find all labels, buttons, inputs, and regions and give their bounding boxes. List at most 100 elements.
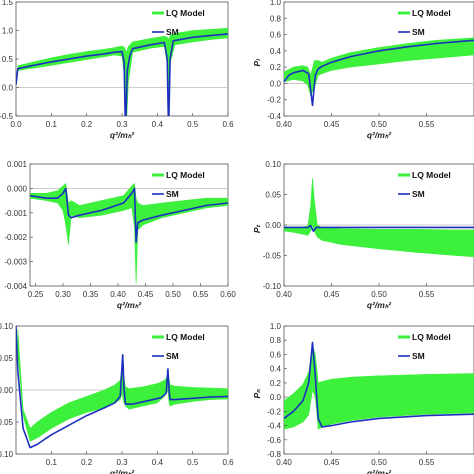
x-tick-label: 0.40 [276,120,292,129]
y-tick-label: 0.2 [270,379,282,388]
y-tick-label: -0.004 [4,282,27,291]
y-tick-label: 0.6 [270,31,282,40]
y-tick-label: -0.05 [0,418,14,427]
y-tick-label: -0.05 [263,252,282,261]
x-tick-label: 0.2 [81,120,93,129]
legend: LQ Model SM [152,332,205,361]
legend-label-sm: SM [166,351,179,361]
x-tick-label: 0.5 [187,120,199,129]
x-tick-label: 0.50 [371,290,387,299]
y-tick-label: -0.8 [267,450,281,459]
x-tick-label: 0.55 [419,120,435,129]
x-axis-label: q²/mₕ² [117,300,142,310]
x-tick-label: 0.5 [187,458,199,467]
x-tick-label: 0.35 [83,290,99,299]
y-tick-label: 0.001 [7,160,28,169]
y-tick-label: -0.6 [267,436,281,445]
y-axis-label: Pₙ [252,389,262,399]
x-tick-label: 0.40 [276,290,292,299]
y-tick-label: 0.0 [270,79,282,88]
y-tick-label: -0.001 [4,209,27,218]
x-axis-label: q²/mₕ² [367,130,392,140]
series-lq-model-band [17,329,228,442]
legend-label-lq-model: LQ Model [412,8,451,18]
x-tick-label: 0.1 [46,458,58,467]
legend-label-sm: SM [166,27,179,37]
y-tick-label: 0.2 [270,63,282,72]
y-tick-label: 0.0 [2,84,14,93]
x-tick-label: 0.55 [193,290,209,299]
series-lq-model-band [284,345,474,430]
y-tick-label: 0.000 [7,184,28,193]
y-tick-label: -0.5 [0,112,14,121]
series-sm-line [16,326,228,449]
series-lq-model-band [17,27,228,116]
x-axis-label: q²/mₕ² [367,300,392,310]
y-tick-label: 1.5 [2,0,14,7]
legend-label-lq-model: LQ Model [166,332,205,342]
y-tick-label: 0.8 [270,14,282,23]
x-tick-label: 0.1 [46,120,58,129]
x-tick-label: 0.45 [324,290,340,299]
x-axis-label: q²/mₕ² [367,468,392,474]
x-axis-label: q²/mₕ² [110,130,135,140]
chart-panel-bottom-left: -0.10 -0.05 0.00 0.05 0.10 0.1 0.2 0.3 0.4 0.5 0.6… [0,322,234,474]
x-tick-label: 0.25 [28,290,44,299]
x-tick-label: 0.4 [152,458,164,467]
x-axis-label: q²/mₕ² [110,468,135,474]
legend: LQ Model SM [398,170,451,199]
y-tick-label: -0.2 [267,407,281,416]
y-axis-label: Pₜ [252,224,262,233]
y-tick-label: 1.0 [270,0,282,7]
y-tick-label: 0.0 [270,393,282,402]
chart-panel-bottom-right: -0.8 -0.6 -0.4 -0.2 0.0 0.2 0.4 0.6 0.8 1.0 0.40 0.… [252,322,474,474]
series-lq-model-band [30,182,228,284]
legend-label-lq-model: LQ Model [166,170,205,180]
x-tick-label: 0.2 [81,458,93,467]
chart-panel-middle-right: -0.10 -0.05 0.00 0.05 0.10 0.40 0.45 0.50 0.55 q²… [252,160,474,310]
legend-label-sm: SM [412,351,425,361]
x-tick-label: 0.6 [222,120,234,129]
legend-label-lq-model: LQ Model [166,8,205,18]
y-tick-label: 0.10 [265,160,281,169]
legend: LQ Model SM [398,8,451,37]
y-tick-label: 1.0 [270,322,282,331]
legend-label-sm: SM [412,189,425,199]
x-tick-label: 0.6 [222,458,234,467]
y-tick-label: 0.8 [270,336,282,345]
legend: LQ Model SM [398,332,451,361]
y-tick-label: 0.00 [265,221,281,230]
x-tick-label: 0.45 [324,458,340,467]
legend-label-sm: SM [412,27,425,37]
y-tick-label: 1.0 [2,27,14,36]
legend-label-lq-model: LQ Model [412,170,451,180]
y-tick-label: 0.4 [270,365,282,374]
chart-panel-middle-left: -0.004 -0.003 -0.002 -0.001 0.000 0.001 0.25 0.… [4,160,236,310]
x-tick-label: 0.3 [116,458,128,467]
y-tick-label: 0.05 [265,191,281,200]
y-tick-label: -0.003 [4,258,27,267]
legend: LQ Model SM [152,8,205,37]
series-lq-model-band [284,37,474,97]
series-sm-line [30,187,228,243]
series-sm-line [284,224,474,232]
x-tick-label: 0.50 [371,458,387,467]
x-tick-label: 0.30 [55,290,71,299]
x-tick-label: 0.0 [10,120,22,129]
series-sm-line [284,341,474,428]
y-tick-label: -0.10 [0,450,14,459]
y-tick-label: -0.2 [267,96,281,105]
x-tick-label: 0.40 [276,458,292,467]
y-tick-label: -0.4 [267,422,281,431]
x-tick-label: 0.3 [116,120,128,129]
x-tick-label: 0.50 [371,120,387,129]
series-sm-line [284,39,474,107]
y-tick-label: -0.4 [267,112,281,121]
x-tick-label: 0.55 [419,458,435,467]
series-sm-line [16,33,228,116]
x-tick-label: 0.4 [152,120,164,129]
y-tick-label: 0.4 [270,47,282,56]
x-tick-label: 0.55 [419,290,435,299]
y-tick-label: 0.10 [0,322,14,331]
